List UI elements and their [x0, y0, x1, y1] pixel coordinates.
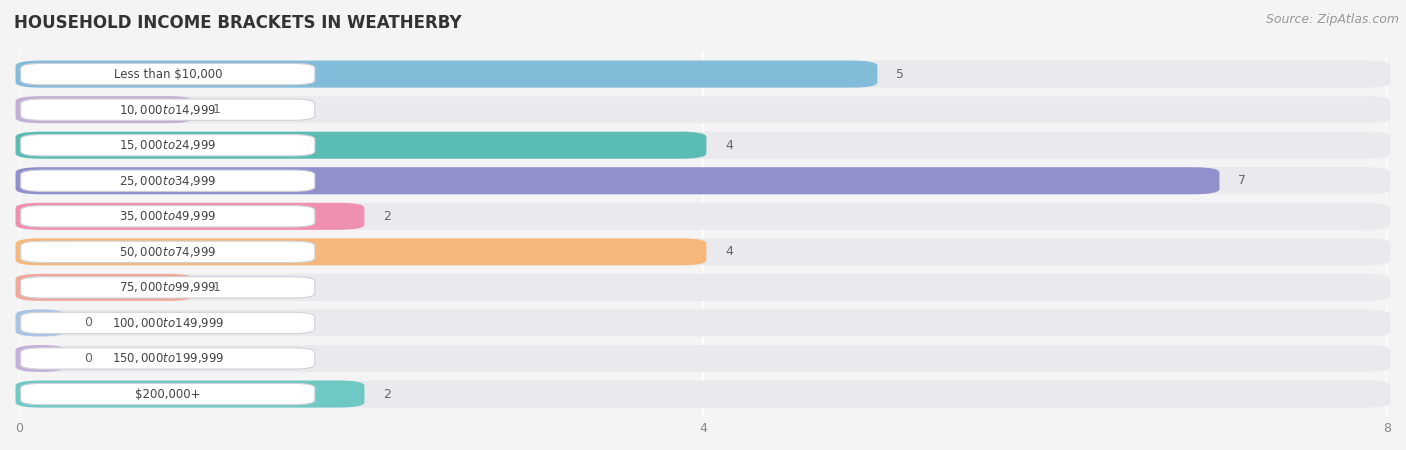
Text: 5: 5 — [896, 68, 904, 81]
FancyBboxPatch shape — [21, 312, 315, 333]
FancyBboxPatch shape — [21, 383, 315, 405]
Text: 2: 2 — [384, 387, 391, 400]
FancyBboxPatch shape — [21, 241, 315, 262]
FancyBboxPatch shape — [15, 274, 1391, 301]
FancyBboxPatch shape — [15, 238, 1391, 266]
Text: Less than $10,000: Less than $10,000 — [114, 68, 222, 81]
Text: $50,000 to $74,999: $50,000 to $74,999 — [120, 245, 217, 259]
FancyBboxPatch shape — [21, 206, 315, 227]
Text: 1: 1 — [212, 103, 221, 116]
FancyBboxPatch shape — [15, 96, 194, 123]
Text: HOUSEHOLD INCOME BRACKETS IN WEATHERBY: HOUSEHOLD INCOME BRACKETS IN WEATHERBY — [14, 14, 461, 32]
FancyBboxPatch shape — [21, 348, 315, 369]
Text: $75,000 to $99,999: $75,000 to $99,999 — [120, 280, 217, 294]
Text: $100,000 to $149,999: $100,000 to $149,999 — [111, 316, 224, 330]
Text: $150,000 to $199,999: $150,000 to $199,999 — [111, 351, 224, 365]
Text: $25,000 to $34,999: $25,000 to $34,999 — [120, 174, 217, 188]
FancyBboxPatch shape — [15, 132, 706, 159]
Text: 0: 0 — [84, 352, 91, 365]
FancyBboxPatch shape — [15, 274, 194, 301]
FancyBboxPatch shape — [21, 170, 315, 191]
FancyBboxPatch shape — [15, 238, 706, 266]
Text: $15,000 to $24,999: $15,000 to $24,999 — [120, 138, 217, 152]
FancyBboxPatch shape — [15, 96, 1391, 123]
Text: 1: 1 — [212, 281, 221, 294]
FancyBboxPatch shape — [15, 132, 1391, 159]
Text: 2: 2 — [384, 210, 391, 223]
Text: 4: 4 — [725, 139, 733, 152]
FancyBboxPatch shape — [15, 381, 1391, 408]
Text: 7: 7 — [1239, 174, 1246, 187]
Text: 0: 0 — [84, 316, 91, 329]
Text: $200,000+: $200,000+ — [135, 387, 201, 400]
FancyBboxPatch shape — [15, 167, 1219, 194]
FancyBboxPatch shape — [15, 167, 1391, 194]
FancyBboxPatch shape — [15, 345, 1391, 372]
FancyBboxPatch shape — [15, 203, 364, 230]
FancyBboxPatch shape — [21, 135, 315, 156]
FancyBboxPatch shape — [15, 310, 1391, 337]
Text: Source: ZipAtlas.com: Source: ZipAtlas.com — [1265, 14, 1399, 27]
FancyBboxPatch shape — [21, 63, 315, 85]
FancyBboxPatch shape — [15, 345, 65, 372]
Text: $10,000 to $14,999: $10,000 to $14,999 — [120, 103, 217, 117]
FancyBboxPatch shape — [15, 310, 65, 337]
FancyBboxPatch shape — [15, 203, 1391, 230]
Text: 4: 4 — [725, 245, 733, 258]
FancyBboxPatch shape — [21, 277, 315, 298]
Text: $35,000 to $49,999: $35,000 to $49,999 — [120, 209, 217, 223]
FancyBboxPatch shape — [15, 381, 364, 408]
FancyBboxPatch shape — [15, 61, 877, 88]
FancyBboxPatch shape — [15, 61, 1391, 88]
FancyBboxPatch shape — [21, 99, 315, 120]
